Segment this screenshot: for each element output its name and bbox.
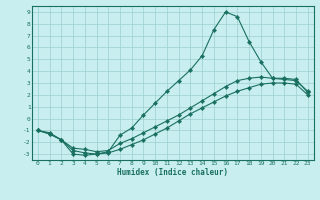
X-axis label: Humidex (Indice chaleur): Humidex (Indice chaleur) — [117, 168, 228, 177]
